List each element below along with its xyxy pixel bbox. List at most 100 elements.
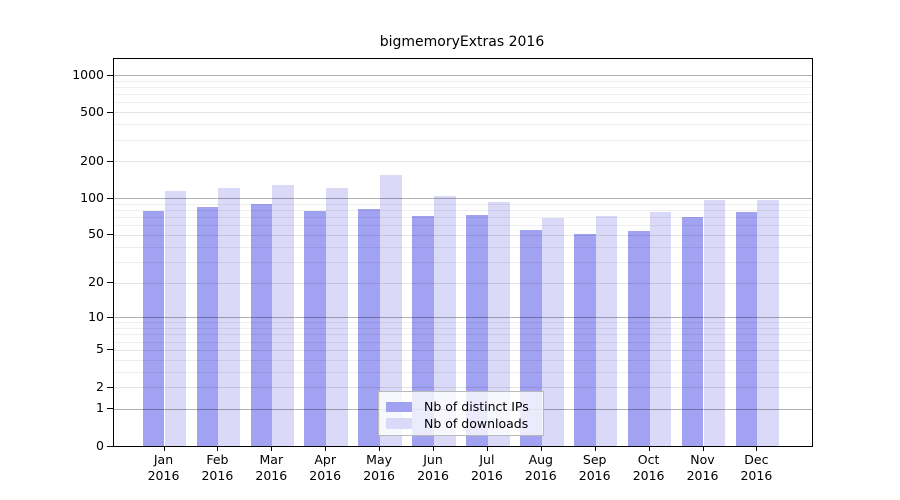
y-tick-200 xyxy=(107,160,113,162)
grid-line-100 xyxy=(114,198,812,200)
x-tick-label-sep: Sep 2016 xyxy=(578,452,611,483)
y-tick-label-50: 50 xyxy=(88,226,104,242)
bar-downloads-apr xyxy=(326,188,348,446)
y-tick-label-10: 10 xyxy=(88,308,104,324)
y-tick-20 xyxy=(107,282,113,283)
legend-item-distinct-ips: Nb of distinct IPs xyxy=(385,399,537,415)
y-tick-1000 xyxy=(107,74,113,76)
bar-downloads-jun xyxy=(434,195,456,446)
grid-line-70 xyxy=(114,217,812,219)
bar-downloads-oct xyxy=(649,212,672,446)
y-tick-label-20: 20 xyxy=(88,274,104,289)
grid-line-5 xyxy=(114,349,812,351)
x-tick-may xyxy=(379,446,381,451)
y-tick-label-1000: 1000 xyxy=(72,66,104,82)
bar-ips-mar xyxy=(250,204,273,446)
y-tick-label-100: 100 xyxy=(80,189,104,205)
bar-downloads-may xyxy=(380,174,402,446)
grid-line-6 xyxy=(114,341,812,343)
grid-line-20 xyxy=(114,282,812,284)
grid-line-200 xyxy=(114,161,812,163)
x-tick-label-dec: Dec 2016 xyxy=(740,452,773,483)
bar-ips-apr xyxy=(304,210,327,446)
legend-label-downloads: Nb of downloads xyxy=(424,415,529,431)
x-tick-sep xyxy=(594,446,596,451)
x-tick-jun xyxy=(433,446,434,451)
grid-line-90 xyxy=(114,203,812,205)
x-tick-label-aug: Aug 2016 xyxy=(524,452,557,483)
x-tick-oct xyxy=(648,446,650,451)
y-tick-50 xyxy=(107,234,113,236)
grid-line-2 xyxy=(114,387,812,388)
legend-swatch-ips xyxy=(386,401,412,412)
bar-downloads-dec xyxy=(757,199,780,446)
bar-downloads-aug xyxy=(541,217,564,446)
grid-line-700 xyxy=(114,94,812,96)
y-tick-label-2: 2 xyxy=(96,378,104,394)
bar-downloads-jul xyxy=(487,202,510,446)
bar-ips-jun xyxy=(412,215,434,446)
bar-ips-jul xyxy=(466,214,488,446)
x-tick-label-jun: Jun 2016 xyxy=(417,452,449,483)
y-tick-0 xyxy=(107,445,113,447)
grid-line-500 xyxy=(114,112,812,114)
grid-line-1000 xyxy=(114,75,812,76)
y-tick-label-1: 1 xyxy=(96,400,104,416)
grid-line-60 xyxy=(114,225,812,227)
y-tick-100 xyxy=(107,197,113,199)
x-tick-jul xyxy=(486,446,488,451)
x-tick-mar xyxy=(271,446,273,451)
y-tick-5 xyxy=(107,349,113,351)
y-tick-label-200: 200 xyxy=(80,152,104,168)
bar-ips-jan xyxy=(142,211,165,446)
x-tick-label-jan: Jan 2016 xyxy=(147,452,180,483)
bar-downloads-nov xyxy=(703,199,726,446)
x-tick-jan xyxy=(163,446,165,451)
x-tick-label-may: May 2016 xyxy=(363,452,395,483)
x-tick-feb xyxy=(217,446,219,451)
grid-line-8 xyxy=(114,328,812,329)
y-tick-10 xyxy=(107,316,113,318)
grid-line-600 xyxy=(114,102,812,104)
grid-line-800 xyxy=(114,87,812,88)
grid-line-400 xyxy=(114,124,812,126)
grid-line-300 xyxy=(114,139,812,141)
y-tick-500 xyxy=(107,111,113,113)
bar-ips-may xyxy=(358,209,381,446)
x-tick-dec xyxy=(756,446,758,451)
grid-line-7 xyxy=(114,334,812,336)
grid-line-40 xyxy=(114,246,812,248)
y-tick-label-0: 0 xyxy=(96,437,104,453)
chart-title: bigmemoryExtras 2016 xyxy=(379,34,545,50)
legend-item-downloads: Nb of downloads xyxy=(385,416,537,432)
plot-area xyxy=(113,58,813,447)
x-tick-label-nov: Nov 2016 xyxy=(686,452,719,483)
bar-downloads-sep xyxy=(595,216,618,446)
x-tick-label-apr: Apr 2016 xyxy=(309,452,342,483)
bar-downloads-feb xyxy=(218,187,241,446)
y-tick-1 xyxy=(107,408,113,410)
y-tick-2 xyxy=(107,386,113,388)
x-tick-nov xyxy=(702,446,704,451)
grid-line-3 xyxy=(114,371,812,373)
x-tick-apr xyxy=(325,446,327,451)
bar-ips-sep xyxy=(573,233,596,446)
x-tick-label-jul: Jul 2016 xyxy=(470,452,503,483)
bar-downloads-jan xyxy=(164,191,187,446)
bar-ips-feb xyxy=(196,207,219,446)
bar-ips-nov xyxy=(681,217,704,446)
y-tick-label-5: 5 xyxy=(96,341,104,357)
grid-line-10 xyxy=(114,317,812,319)
bar-ips-oct xyxy=(627,230,650,446)
legend-label-ips: Nb of distinct IPs xyxy=(424,399,529,415)
legend-swatch-downloads xyxy=(386,418,412,429)
x-tick-label-mar: Mar 2016 xyxy=(255,452,288,483)
x-tick-aug xyxy=(540,446,542,451)
y-tick-label-500: 500 xyxy=(80,103,104,119)
grid-line-30 xyxy=(114,261,812,263)
x-tick-label-feb: Feb 2016 xyxy=(201,452,234,483)
bar-ips-dec xyxy=(735,212,758,446)
grid-line-80 xyxy=(114,210,812,211)
grid-line-50 xyxy=(114,234,812,236)
